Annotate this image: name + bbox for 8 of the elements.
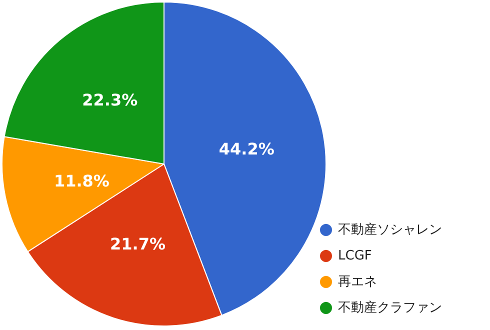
data-label: 22.3% [82,90,138,110]
legend-label: 再エネ [338,274,377,290]
data-label: 44.2% [218,139,274,158]
legend-label: 不動産クラファン [338,300,442,316]
legend-label: 不動産ソシャレン [338,222,442,238]
data-label: 11.8% [54,171,110,190]
legend-label: LCGF [338,248,372,264]
data-label: 21.7% [110,234,166,254]
